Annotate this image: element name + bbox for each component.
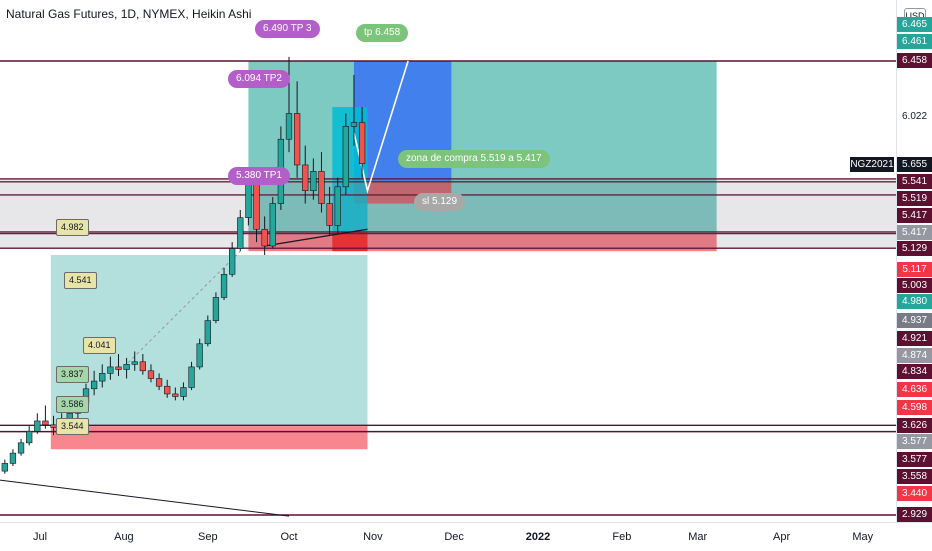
candle-body [188,366,195,388]
chart-area[interactable]: Natural Gas Futures, 1D, NYMEX, Heikin A… [0,0,896,522]
time-tick: Mar [688,531,708,543]
candle-body [253,183,260,230]
note-3544[interactable]: 3.544 [56,418,89,435]
candle-body [310,171,317,191]
candle-body [237,217,244,249]
target-zone-2 [248,61,717,234]
candle-body [212,297,220,321]
candle-body [90,380,98,390]
time-tick: Jul [32,531,48,543]
tp3-label[interactable]: 6.490 TP 3 [255,20,320,38]
trend-line-down [0,479,290,517]
candle-body [155,378,163,387]
candle-body [34,420,41,432]
candle-body [123,364,130,370]
price-tag: 4.874 [897,348,932,363]
candle-body [220,273,228,298]
price-tag: 3.577 [897,434,932,449]
price-tag: 6.465 [897,17,932,32]
chart-svg[interactable] [0,0,896,522]
candle-body [358,122,366,164]
candle-body [172,393,179,397]
price-tag: 3.440 [897,486,932,501]
note-4982[interactable]: 4.982 [56,219,89,236]
candle-body [9,452,17,464]
tp2-label[interactable]: 6.094 TP2 [228,70,290,88]
candle-body [42,420,49,426]
candle-body [302,164,309,191]
time-tick: Nov [363,531,383,543]
candle-body [285,113,293,140]
price-tag: 5.655 [897,157,932,172]
sl-label[interactable]: sl 5.129 [414,193,466,211]
candle-body [229,248,236,275]
candle-body [204,320,211,345]
price-tag: 4.980 [897,294,932,309]
candle-body [99,373,106,382]
price-tag: 5.003 [897,278,932,293]
candle-body [164,385,171,395]
price-tag: 5.417 [897,225,932,240]
level-band [0,178,896,249]
time-tick: Oct [280,531,298,543]
price-tag: 4.598 [897,400,932,415]
price-tag: NGZ2021 [850,157,894,172]
price-tag: 4.636 [897,382,932,397]
candle-body [17,442,25,454]
candle-body [350,122,358,127]
buy-stop-zone [332,231,368,252]
price-tag: 5.117 [897,262,932,277]
candle-body [180,387,187,397]
price-tag: 6.461 [897,34,932,49]
price-tag: 5.417 [897,208,932,223]
price-tag: 3.558 [897,469,932,484]
candle-body [334,186,341,226]
price-tag: 5.129 [897,241,932,256]
time-axis[interactable]: Jul Aug Sep Oct Nov Dec 2022 Feb Mar Apr May [0,522,932,551]
price-tag: 4.921 [897,331,932,346]
price-tag: 6.022 [897,109,932,124]
candle-body [196,343,203,368]
price-tag: 5.541 [897,174,932,189]
note-4041[interactable]: 4.041 [83,337,116,354]
price-tag: 2.929 [897,507,932,522]
time-tick: Aug [114,531,134,543]
chart-title: Natural Gas Futures, 1D, NYMEX, Heikin A… [6,7,252,21]
note-4541[interactable]: 4.541 [64,272,97,289]
price-tag: 4.834 [897,364,932,379]
candle-body [261,228,268,247]
candle-body [269,203,276,247]
candle-body [1,463,8,472]
candle-body [342,126,349,188]
tp-label[interactable]: tp 6.458 [356,24,409,42]
price-tag: 3.577 [897,452,932,467]
note-3586[interactable]: 3.586 [56,396,89,413]
time-tick: May [852,531,874,543]
candle-body [115,366,122,370]
trend-line-up [264,228,368,247]
stop-zone-1 [50,426,368,450]
price-tag: 5.519 [897,191,932,206]
price-tag: 4.937 [897,313,932,328]
time-tick: Apr [773,531,791,543]
time-tick: Feb [612,531,632,543]
projection-arrow [353,60,409,194]
candle-body [245,183,252,218]
candle-body [326,203,333,226]
candle-body [318,171,325,204]
buy-zone-label[interactable]: zona de compra 5.519 a 5.417 [398,150,550,168]
price-tag: 3.626 [897,418,932,433]
candle-body [131,361,138,365]
candle-body [139,361,146,372]
tp1-label[interactable]: 5.380 TP1 [228,167,290,185]
candle-body [293,113,301,166]
candle-body [26,430,33,444]
candle-body [147,370,155,379]
candle-body [107,366,114,374]
price-tag: 6.458 [897,53,932,68]
note-3837[interactable]: 3.837 [56,366,89,383]
time-tick: Dec [444,531,464,543]
time-tick: 2022 [525,531,551,543]
time-tick: Sep [198,531,218,543]
